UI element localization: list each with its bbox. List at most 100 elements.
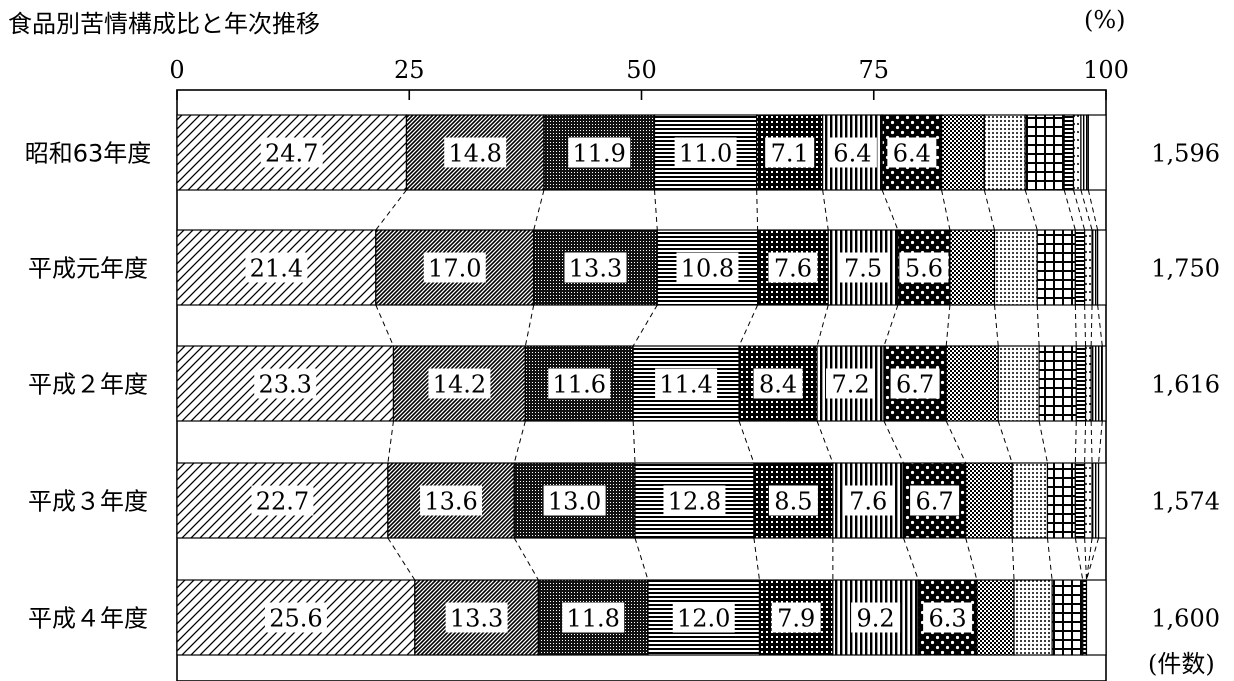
connector-line [756,189,759,231]
bar-segment [1072,114,1082,191]
data-label-box [420,485,483,516]
connector-line [816,420,834,464]
data-label: 14.8 [448,140,501,168]
bar-segment [1038,345,1077,422]
connector-line [1097,304,1103,347]
data-label: 7.9 [777,605,815,633]
data-label-box [887,137,937,168]
connector-line [738,420,755,464]
data-label: 7.5 [844,255,882,283]
connector-line [533,189,545,231]
bar-segment [945,345,999,422]
data-label-box [254,368,317,399]
data-label: 24.7 [265,140,318,168]
data-label-box [843,485,893,516]
bar-segment [997,345,1040,422]
bar-segment [1097,229,1107,306]
connector-line [654,189,658,231]
bar-segment [1046,462,1076,539]
data-label-box [910,485,960,516]
bar-segment [1084,229,1093,306]
connector-line [375,189,407,231]
connector-line [513,537,539,581]
bar-segment [1080,114,1089,191]
data-label-box [765,137,815,168]
data-label: 13.6 [424,488,477,516]
connector-line [1090,304,1093,347]
data-label: 10.8 [681,255,734,283]
count-label: 1,596 [1151,140,1220,168]
connector-line [375,304,394,347]
data-label-box [827,137,877,168]
data-label-box [826,368,876,399]
data-label-box [838,252,888,283]
connector-line [632,420,636,464]
connector-line [1084,537,1087,581]
data-label: 11.9 [573,140,626,168]
data-label: 6.4 [833,140,871,168]
data-label-box [264,602,327,633]
data-label: 13.0 [548,488,601,516]
data-label-box [423,252,486,283]
bar-segment [1013,579,1053,656]
bar-segment [1085,579,1107,656]
data-label: 6.3 [929,605,967,633]
bar-segment [1091,229,1099,306]
data-label: 11.0 [679,140,732,168]
data-label: 25.6 [269,605,322,633]
x-tick-label: 25 [394,56,425,84]
x-tick-label: 50 [626,56,657,84]
bar-segment [1097,462,1107,539]
connector-line [903,537,919,581]
connector-line [1074,420,1077,464]
data-label: 13.3 [569,255,622,283]
connector-line [881,189,899,231]
connector-line [632,304,658,347]
connector-line [1011,537,1015,581]
x-tick-label: 100 [1083,56,1129,84]
x-tick-label: 75 [858,56,889,84]
data-label: 9.2 [857,605,895,633]
bar-segment [1090,345,1103,422]
bar-segment [949,229,996,306]
data-label-box [674,137,737,168]
category-label: 平成２年度 [28,371,148,399]
connector-line [1090,420,1093,464]
count-label: 1,574 [1151,488,1220,516]
connector-line [387,537,416,581]
bar-segment [1063,114,1075,191]
connector-line [816,304,829,347]
bar-segment [1084,462,1093,539]
bar-segment [1091,462,1100,539]
connector-line [524,304,535,347]
data-label-box [923,602,973,633]
data-label-box [543,485,606,516]
data-label-box [260,137,323,168]
data-label-box [655,368,718,399]
connector-line [1063,189,1076,231]
data-label-box [768,485,818,516]
bar-segment [1101,345,1107,422]
category-label: 平成３年度 [28,488,148,516]
data-label: 17.0 [428,255,481,283]
data-label-box [564,252,627,283]
connector-line [883,420,904,464]
bar-segment [993,229,1038,306]
data-label: 6.7 [916,488,954,516]
connector-line [1086,537,1100,581]
data-label-box [251,485,314,516]
connector-line [941,189,951,231]
connector-line [1080,189,1093,231]
data-label: 13.3 [450,605,503,633]
connector-line [1073,189,1086,231]
data-label-box [768,252,818,283]
data-label-box [899,252,949,283]
data-label-box [890,368,940,399]
bar-segment [1074,462,1086,539]
connector-line [1084,304,1087,347]
data-label: 7.1 [771,140,809,168]
connector-line [1098,420,1103,464]
connector-line [513,420,526,464]
data-label: 7.2 [831,371,869,399]
